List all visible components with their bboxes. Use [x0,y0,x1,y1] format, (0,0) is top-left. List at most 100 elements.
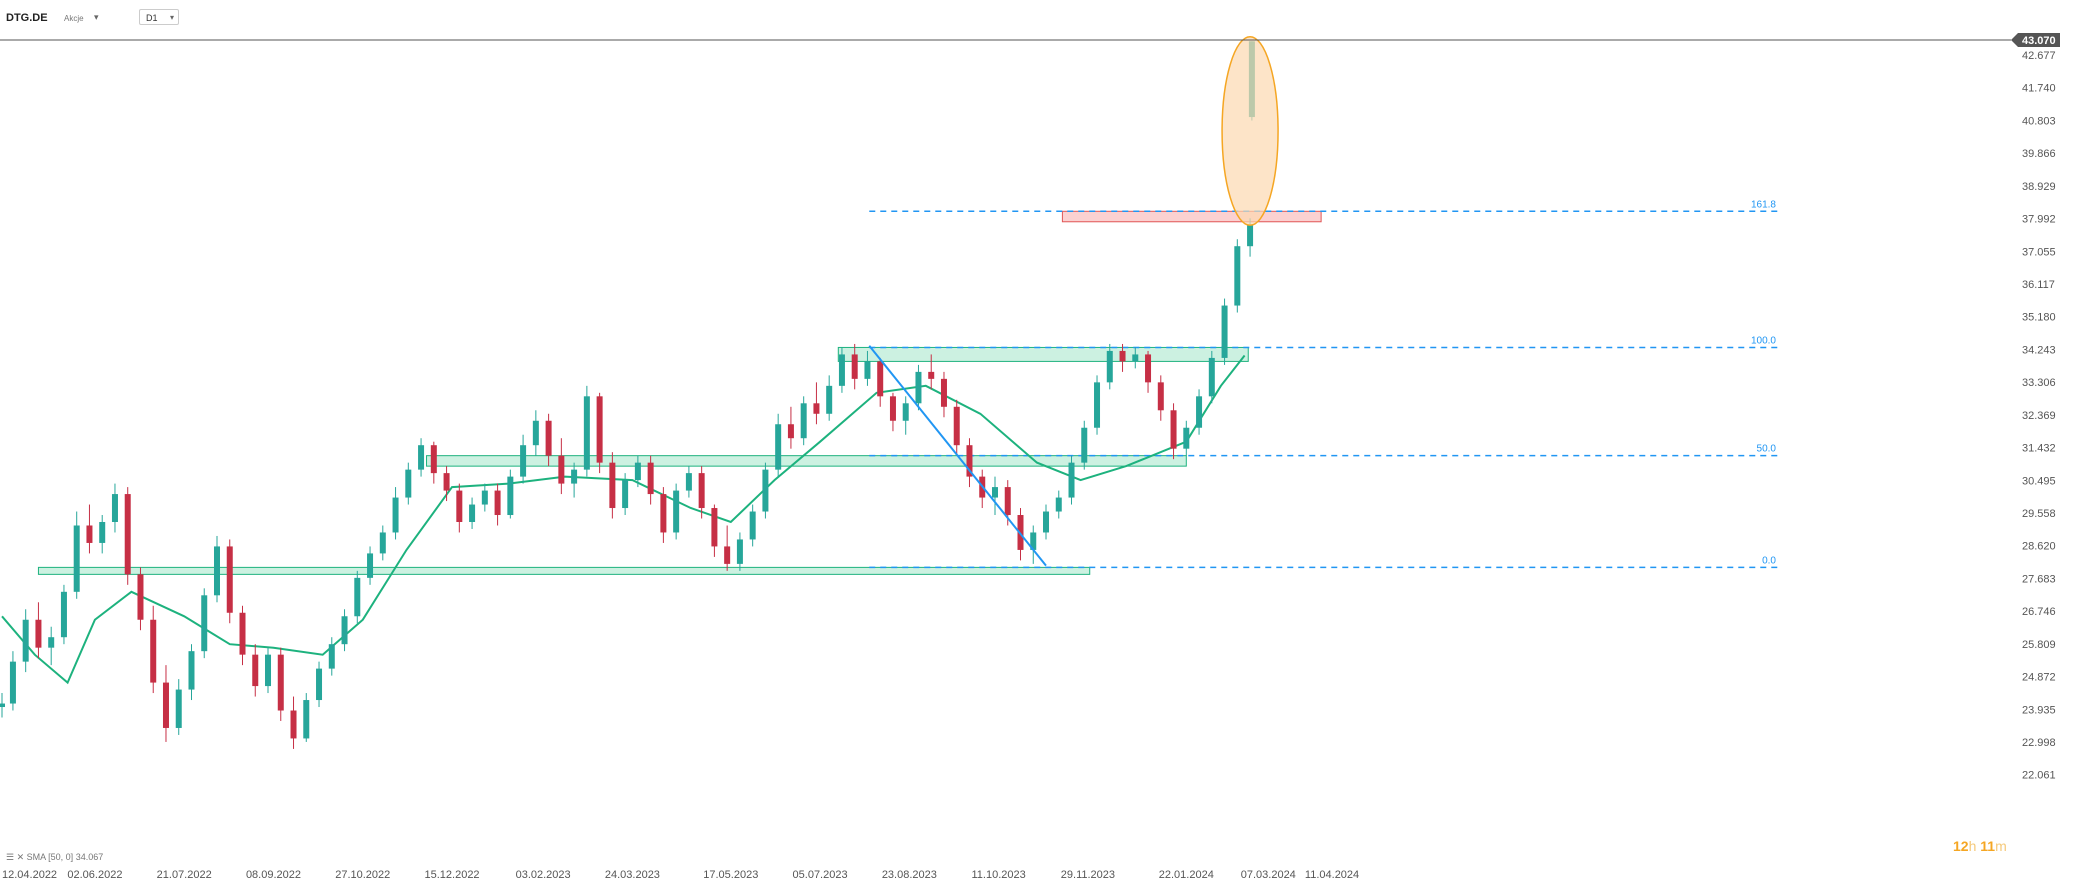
candle [1119,343,1126,372]
candle-body [392,497,399,533]
candle-body [9,661,16,704]
timeframe-select[interactable]: D1 ▾ [139,9,179,25]
candle [150,605,157,694]
symbol-dropdown-caret-icon[interactable]: ▾ [94,12,99,22]
candle-body [520,445,527,477]
fib-level-label: 50.0 [1757,444,1777,455]
candle-body [749,511,756,540]
y-tick-label: 22.061 [2022,770,2056,782]
candle-body [583,396,590,470]
y-tick-label: 40.803 [2022,115,2056,127]
y-tick-label: 26.746 [2022,606,2056,618]
candle-body [558,455,565,484]
candle [341,609,348,652]
fibonacci-levels: 0.0 50.0 100.0 161.8 [869,199,1780,569]
candle [583,385,590,477]
candle-body [1004,487,1011,516]
candle [201,588,208,659]
candle [813,382,820,425]
candle [290,696,297,749]
candle [660,487,667,543]
candle [864,350,871,386]
candle-body [124,494,131,575]
y-tick-label: 37.055 [2022,246,2056,258]
candle [99,515,106,554]
candle [1196,389,1203,435]
candle [940,371,947,418]
candle-body [1196,396,1203,428]
chevron-down-icon: ▾ [169,13,174,22]
candle-body [711,508,718,547]
candle [379,525,386,561]
indicator-legend[interactable]: ☰ ✕ SMA [50, 0] 34.067 [6,852,103,863]
candle [953,399,960,456]
y-tick-label: 41.740 [2022,83,2056,95]
candle-body [1208,357,1215,397]
candle-body [851,354,858,379]
candle [1145,350,1152,393]
candle-body [813,403,820,414]
candle-body [443,473,450,491]
x-tick-label: 15.12.2022 [425,869,480,881]
x-tick-label: 21.07.2022 [157,869,212,881]
candle [826,375,833,421]
fib-level-label: 0.0 [1762,555,1776,566]
candle-body [673,490,680,533]
y-tick-label: 37.992 [2022,214,2056,226]
candle [647,455,654,505]
candle [265,647,272,694]
candle [86,504,93,554]
trendline[interactable] [868,345,1047,567]
candle [838,347,845,393]
candle [354,570,361,624]
candle-body [1221,305,1228,358]
candle [685,466,692,498]
candle [48,626,55,666]
indicator-menu-icon[interactable]: ☰ ✕ [6,852,25,862]
candle-body [303,700,310,739]
candle-body [800,403,807,439]
candle-body [507,476,514,516]
candle-body [622,480,629,509]
y-tick-label: 34.243 [2022,344,2056,356]
candle-body [1055,497,1062,512]
x-tick-label: 12.04.2022 [2,869,57,881]
candle [481,483,488,512]
candle-body [341,616,348,645]
candle [889,392,896,432]
y-tick-label: 35.180 [2022,312,2056,324]
timer-hours: 12 [1953,838,1969,854]
fib-level-label: 161.8 [1751,199,1776,210]
y-tick-label: 27.683 [2022,573,2056,585]
candle-body [379,532,386,554]
candle-body [175,689,182,728]
candles [0,41,1255,749]
candle [775,413,782,477]
candle-body [571,469,578,484]
candle-body [1081,427,1088,463]
candle [328,637,335,676]
annotation-zones [37,210,1322,575]
fib-level-label: 100.0 [1751,335,1776,346]
candle-body [290,710,297,739]
candle [443,466,450,502]
timer-minutes: 11 [1980,838,1996,854]
candle [736,532,743,571]
candle-body [1030,532,1037,550]
symbol-name[interactable]: DTG.DE [6,12,48,24]
candle-body [775,424,782,470]
candle [609,452,616,519]
candle [800,396,807,446]
candle [162,665,169,742]
candle [392,487,399,540]
candle-body [787,424,794,439]
candle [277,647,284,721]
candle-body [188,651,195,690]
down-trendline [868,345,1047,567]
candle-body [1094,382,1101,428]
candle-body [430,445,437,474]
candle [1106,343,1113,390]
candle [213,535,220,603]
candle-body [1132,354,1139,362]
